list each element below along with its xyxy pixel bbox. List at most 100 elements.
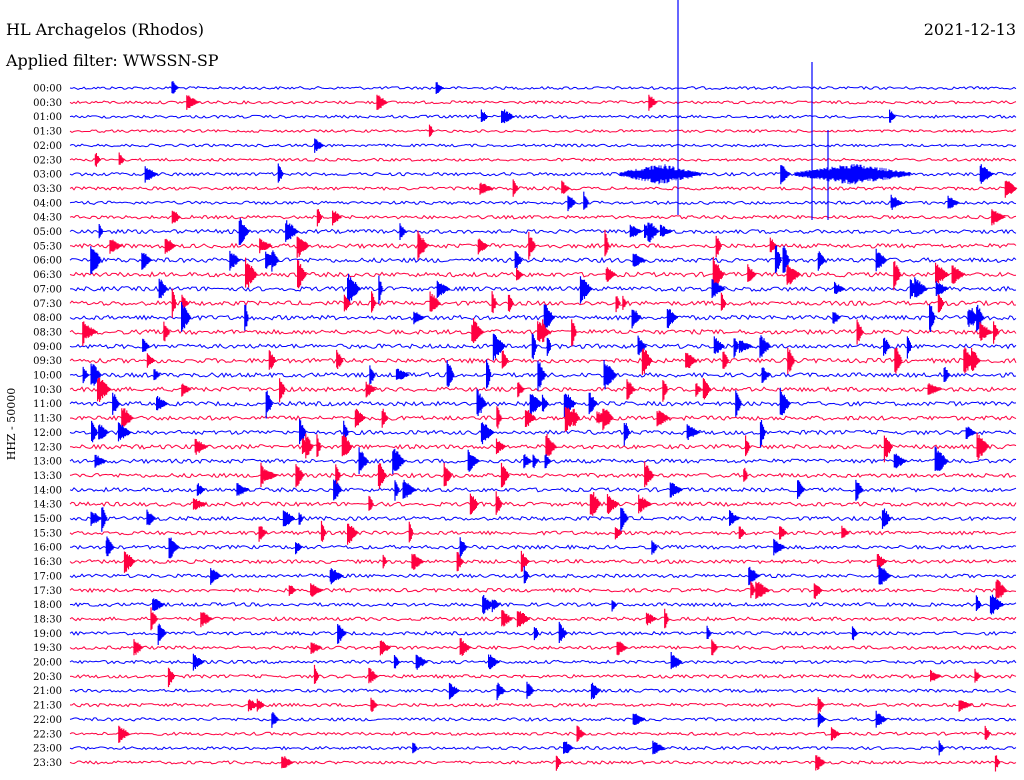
row-time-label: 09:30 — [33, 356, 62, 367]
event-spike — [296, 236, 310, 258]
event-spike — [715, 235, 722, 258]
event-spike — [991, 209, 1006, 226]
event-spike — [238, 218, 250, 245]
event-spike — [695, 383, 703, 397]
event-spike — [492, 333, 506, 361]
event-spike — [152, 598, 166, 611]
event-spike — [343, 294, 351, 312]
event-spike — [305, 433, 314, 459]
event-spike — [200, 612, 214, 628]
event-spike — [181, 302, 192, 332]
seismic-trace-row — [69, 415, 1017, 422]
event-spike — [875, 248, 888, 272]
event-spike — [974, 668, 981, 683]
event-spike — [358, 447, 369, 474]
event-spike — [488, 654, 501, 670]
row-time-label: 12:30 — [33, 442, 62, 453]
event-spike — [702, 378, 711, 400]
event-spike — [265, 251, 278, 269]
event-spike — [156, 396, 170, 411]
event-spike — [523, 454, 533, 469]
event-spike — [883, 435, 893, 463]
event-spike — [706, 625, 712, 639]
event-spike — [479, 182, 494, 195]
event-spike — [958, 700, 973, 712]
row-time-label: 19:30 — [33, 643, 62, 654]
event-spike — [310, 642, 323, 654]
event-spike — [761, 367, 771, 383]
event-spike — [943, 367, 951, 382]
row-time-label: 09:00 — [33, 342, 62, 353]
event-spike — [347, 273, 362, 304]
event-spike — [395, 368, 411, 380]
seismic-trace-row — [69, 186, 1017, 191]
event-spike — [347, 523, 359, 545]
seismic-trace-row — [69, 760, 1017, 765]
event-spike — [644, 461, 655, 488]
row-time-label: 23:00 — [33, 744, 62, 755]
event-spike — [192, 498, 208, 510]
event-spike — [167, 667, 176, 688]
event-spike — [476, 388, 487, 416]
event-spike — [629, 224, 643, 238]
event-spike — [264, 469, 279, 482]
event-spike — [976, 432, 990, 460]
event-spike — [82, 366, 89, 384]
seismic-trace-row — [69, 214, 1017, 220]
event-spike — [501, 350, 509, 369]
event-spike — [295, 464, 305, 488]
seismic-trace-row — [69, 357, 1017, 365]
seismic-trace-row — [69, 472, 1017, 479]
seismic-trace-row — [69, 114, 1017, 119]
event-spike — [495, 438, 507, 455]
event-spike — [171, 288, 177, 318]
event-spike — [876, 554, 887, 569]
seismic-trace-row — [69, 242, 1017, 249]
event-spike — [787, 347, 796, 375]
event-spike — [299, 419, 307, 445]
event-spike — [930, 669, 942, 682]
seismic-trace-row — [69, 587, 1017, 593]
row-time-label: 04:30 — [33, 213, 62, 224]
event-spike — [813, 583, 823, 599]
event-spike — [333, 479, 343, 501]
event-spike — [738, 340, 754, 353]
row-time-label: 23:30 — [33, 758, 62, 769]
event-spike — [583, 191, 590, 210]
row-time-label: 08:30 — [33, 327, 62, 338]
event-spike — [773, 538, 787, 556]
row-time-label: 20:30 — [33, 672, 62, 683]
y-axis-label: HHZ - 50000 — [5, 388, 18, 461]
event-spike — [652, 740, 666, 755]
event-spike — [735, 390, 743, 417]
teleseism-coda — [619, 164, 701, 185]
event-spike — [733, 338, 740, 358]
event-spike — [109, 239, 123, 254]
seismic-trace-row — [70, 544, 1017, 551]
event-spike — [774, 245, 783, 274]
event-spike — [648, 94, 658, 111]
event-spike — [181, 294, 190, 310]
row-time-label: 16:00 — [33, 543, 62, 554]
event-spike — [281, 756, 295, 769]
event-spike — [748, 566, 761, 586]
event-spike — [890, 194, 904, 210]
row-time-label: 14:30 — [33, 500, 62, 511]
event-spike — [94, 153, 101, 167]
event-spikes — [82, 0, 1018, 772]
event-spike — [533, 627, 539, 641]
event-spike — [797, 480, 806, 499]
event-spike — [98, 424, 110, 440]
row-time-label: 14:00 — [33, 485, 62, 496]
event-spike — [611, 600, 617, 612]
event-spike — [501, 109, 516, 124]
event-spike — [571, 319, 578, 347]
event-spike — [666, 309, 678, 329]
event-spike — [370, 697, 378, 712]
event-spike — [543, 304, 555, 331]
event-spike — [399, 223, 407, 240]
row-time-label: 16:30 — [33, 557, 62, 568]
seismic-trace-row — [69, 486, 1017, 493]
seismic-trace-row — [69, 731, 1017, 737]
